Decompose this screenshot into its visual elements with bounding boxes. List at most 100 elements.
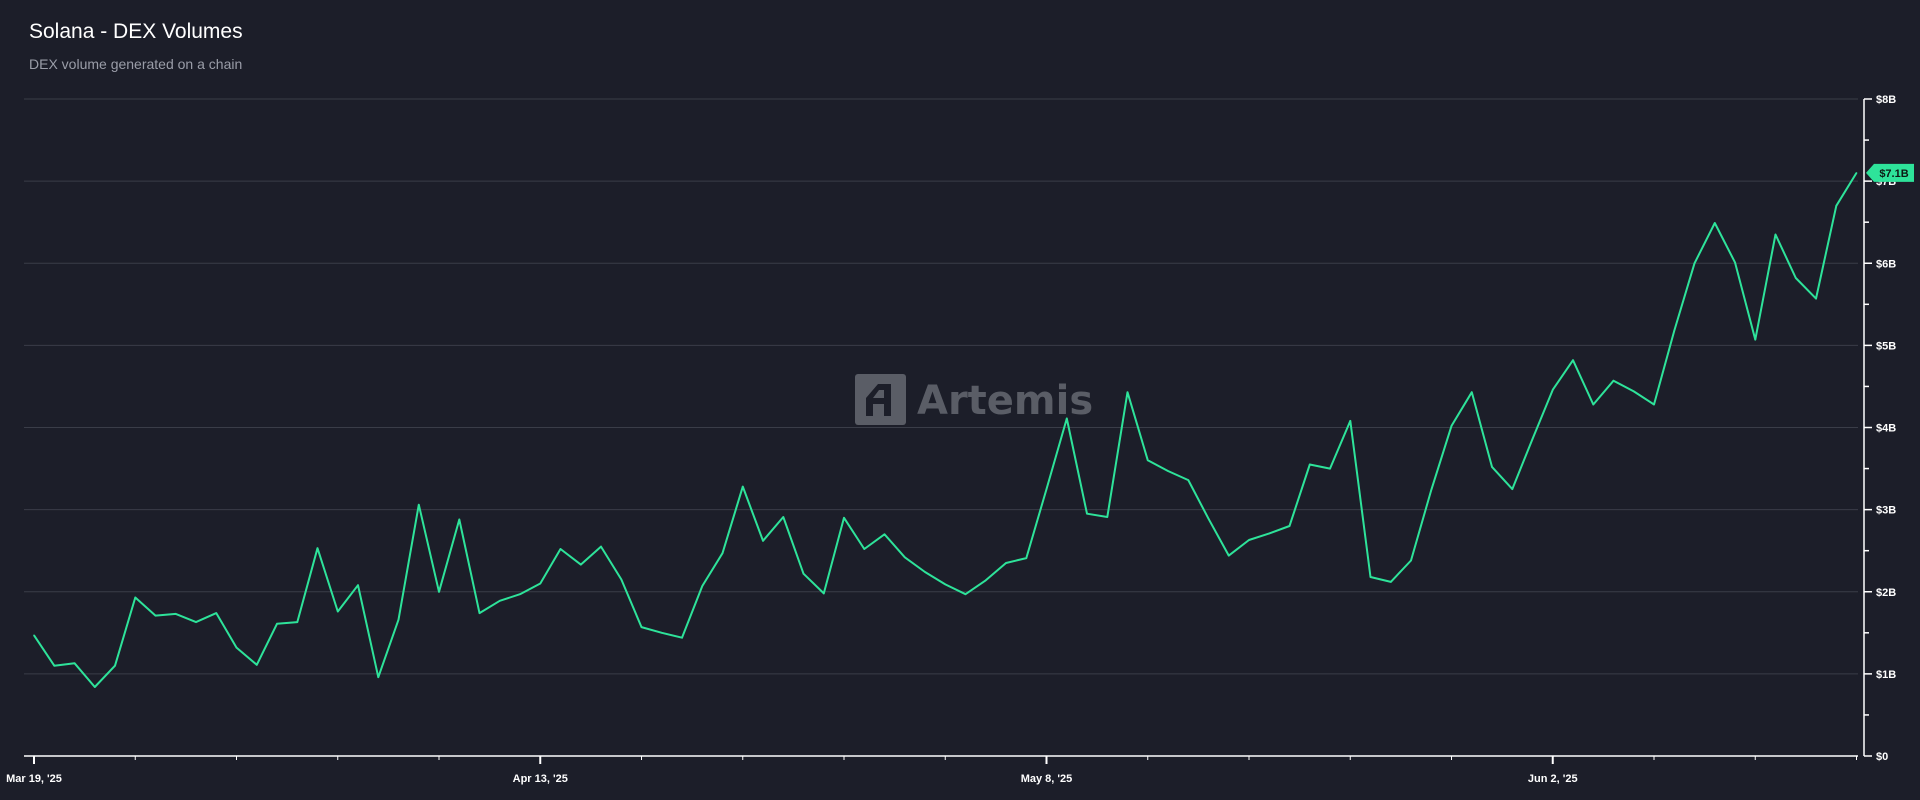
data-point[interactable] [660, 632, 663, 634]
data-point[interactable] [1126, 391, 1129, 393]
data-point[interactable] [1167, 470, 1169, 472]
series-layer [33, 172, 1858, 688]
data-point[interactable] [215, 612, 218, 614]
data-point[interactable] [53, 664, 56, 667]
data-point[interactable] [1288, 525, 1291, 527]
data-point[interactable] [1227, 554, 1230, 557]
data-point[interactable] [1551, 388, 1554, 391]
data-point[interactable] [276, 622, 278, 625]
data-point[interactable] [1146, 459, 1149, 462]
data-point[interactable] [1612, 379, 1615, 382]
data-point[interactable] [1855, 172, 1858, 174]
data-point[interactable] [822, 592, 825, 595]
data-point[interactable] [1592, 403, 1595, 406]
data-point[interactable] [498, 599, 501, 602]
data-point[interactable] [438, 590, 440, 593]
data-point[interactable] [296, 621, 299, 623]
data-point[interactable] [741, 485, 744, 488]
data-point[interactable] [417, 503, 420, 506]
data-point[interactable] [1045, 488, 1048, 490]
data-point[interactable] [1207, 517, 1210, 520]
data-point[interactable] [1713, 222, 1716, 224]
data-point[interactable] [235, 646, 238, 649]
data-point[interactable] [458, 518, 461, 521]
data-point[interactable] [1572, 359, 1574, 361]
data-point[interactable] [1349, 420, 1352, 422]
series-line[interactable] [33, 172, 1858, 688]
data-point[interactable] [1268, 532, 1271, 535]
data-point[interactable] [1835, 204, 1838, 207]
data-point[interactable] [1531, 438, 1534, 440]
data-point[interactable] [195, 621, 197, 623]
data-point[interactable] [802, 572, 805, 575]
data-point[interactable] [1491, 466, 1493, 468]
data-point[interactable] [600, 545, 602, 548]
data-point[interactable] [701, 585, 704, 587]
data-point[interactable] [519, 593, 521, 596]
data-point[interactable] [539, 582, 542, 585]
data-point[interactable] [883, 533, 886, 536]
data-point[interactable] [924, 571, 926, 573]
data-point[interactable] [1470, 391, 1473, 393]
data-point[interactable] [154, 614, 157, 617]
x-tick-label: Apr 13, '25 [513, 773, 568, 785]
data-point[interactable] [721, 552, 724, 554]
data-point[interactable] [1430, 489, 1433, 491]
watermark-text: Artemis [917, 378, 1093, 424]
data-point[interactable] [1005, 562, 1007, 564]
data-point[interactable] [478, 612, 481, 614]
data-point[interactable] [93, 686, 96, 688]
data-point[interactable] [1511, 488, 1514, 490]
data-point[interactable] [1248, 539, 1250, 541]
data-point[interactable] [1187, 479, 1190, 481]
data-point[interactable] [73, 662, 76, 664]
data-point[interactable] [1369, 576, 1372, 578]
data-point[interactable] [1815, 297, 1817, 300]
data-point[interactable] [640, 626, 643, 628]
data-point[interactable] [620, 578, 623, 581]
data-point[interactable] [377, 676, 380, 678]
data-point[interactable] [579, 563, 582, 566]
chart-subtitle: DEX volume generated on a chain [29, 56, 243, 72]
data-point[interactable] [559, 548, 562, 550]
data-point[interactable] [336, 610, 339, 613]
data-point[interactable] [1754, 338, 1757, 341]
data-point[interactable] [1389, 581, 1392, 583]
data-point[interactable] [33, 634, 35, 637]
data-point[interactable] [1693, 262, 1696, 265]
data-point[interactable] [944, 583, 947, 586]
data-point[interactable] [1774, 233, 1777, 236]
data-point[interactable] [134, 596, 137, 599]
data-point[interactable] [762, 540, 764, 542]
data-point[interactable] [316, 547, 319, 550]
data-point[interactable] [1653, 403, 1655, 406]
data-point[interactable] [357, 584, 359, 586]
data-point[interactable] [1065, 417, 1068, 420]
data-point[interactable] [843, 517, 845, 519]
data-point[interactable] [681, 636, 683, 639]
data-point[interactable] [1025, 557, 1028, 559]
data-point[interactable] [1410, 559, 1412, 562]
data-point[interactable] [782, 516, 785, 518]
grid-lines [24, 98, 1858, 757]
data-point[interactable] [964, 593, 967, 596]
data-point[interactable] [1106, 516, 1109, 518]
data-point[interactable] [1450, 425, 1453, 427]
y-tick-label: $1B [1876, 669, 1896, 681]
data-point[interactable] [1794, 277, 1797, 279]
data-point[interactable] [1632, 390, 1635, 393]
data-point[interactable] [174, 613, 177, 615]
data-point[interactable] [114, 664, 116, 667]
data-point[interactable] [1673, 329, 1676, 332]
data-point[interactable] [397, 618, 400, 621]
data-point[interactable] [1734, 261, 1736, 264]
data-point[interactable] [984, 579, 987, 582]
data-point[interactable] [1308, 463, 1311, 466]
data-point[interactable] [255, 664, 258, 666]
data-point[interactable] [1086, 512, 1088, 515]
data-point[interactable] [903, 556, 906, 559]
data-point[interactable] [1329, 467, 1331, 470]
data-point[interactable] [863, 548, 866, 550]
